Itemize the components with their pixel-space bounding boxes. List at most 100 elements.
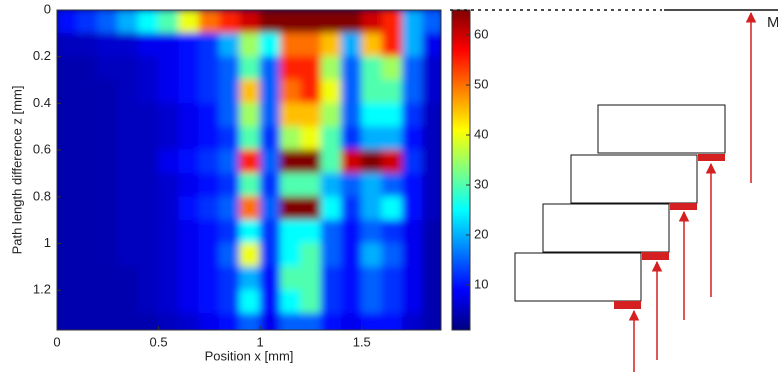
heatmap-cell — [138, 196, 159, 220]
x-tick-label: 0.5 — [150, 334, 168, 349]
colorbar-tick-label: 60 — [474, 26, 488, 41]
y-tick-label: 0.8 — [33, 188, 51, 203]
heatmap-cell — [57, 56, 78, 80]
heatmap-cell — [57, 243, 78, 267]
heatmap-cell — [280, 80, 301, 104]
heatmap-cell — [97, 126, 118, 150]
heatmap-cell — [158, 290, 179, 314]
heatmap-cell — [422, 196, 443, 220]
heatmap-cell — [199, 103, 220, 127]
heatmap-cell — [199, 243, 220, 267]
heatmap-cell — [321, 103, 342, 127]
colorbar-tick-label: 20 — [474, 226, 488, 241]
heatmap-cell — [158, 33, 179, 57]
heatmap-cell — [117, 173, 138, 197]
heatmap-cell — [382, 196, 403, 220]
heatmap-cell — [138, 10, 159, 34]
heatmap-cell — [300, 33, 321, 57]
colorbar-tick-label: 40 — [474, 126, 488, 141]
heatmap-cell — [178, 103, 199, 127]
heatmap-cell — [199, 10, 220, 34]
heatmap-cell — [219, 33, 240, 57]
heatmap-cell — [321, 126, 342, 150]
heatmap-cell — [280, 196, 301, 220]
heatmap-cell — [321, 243, 342, 267]
heatmap-cell — [219, 196, 240, 220]
heatmap-cell — [260, 266, 281, 290]
heatmap-cell — [199, 80, 220, 104]
heatmap-cell — [341, 290, 362, 314]
heatmap-cell — [341, 80, 362, 104]
heatmap-cell — [117, 126, 138, 150]
heatmap-cell — [219, 173, 240, 197]
heatmap-cell — [117, 150, 138, 174]
heatmap-cell — [158, 243, 179, 267]
step-block — [598, 105, 725, 153]
heatmap-cell — [321, 150, 342, 174]
heatmap-cell — [260, 33, 281, 57]
heatmap-cell — [117, 266, 138, 290]
heatmap-cell — [402, 126, 423, 150]
heatmap-cell — [117, 290, 138, 314]
heatmap-cell — [361, 173, 382, 197]
heatmap-cell — [239, 10, 260, 34]
heatmap-cell — [382, 290, 403, 314]
heatmap-cell — [77, 80, 98, 104]
heatmap-cell — [97, 313, 118, 337]
heatmap-cell — [402, 103, 423, 127]
heatmap-cell — [341, 173, 362, 197]
heatmap-cell — [300, 243, 321, 267]
heatmap-cell — [199, 290, 220, 314]
heatmap-cell — [138, 126, 159, 150]
heatmap-cell — [199, 220, 220, 244]
heatmap-cell — [260, 10, 281, 34]
heatmap-cell — [382, 10, 403, 34]
heatmap-cell — [321, 173, 342, 197]
heatmap-cell — [422, 80, 443, 104]
y-axis-label: Path length difference z [mm] — [9, 86, 24, 255]
heatmap-cell — [199, 33, 220, 57]
heatmap-cell — [361, 103, 382, 127]
heatmap-cell — [341, 126, 362, 150]
heatmap-cell — [77, 103, 98, 127]
heatmap-cell — [97, 56, 118, 80]
heatmap-cell — [402, 173, 423, 197]
heatmap-cell — [422, 290, 443, 314]
heatmap-cell — [321, 80, 342, 104]
heatmap-cell — [57, 126, 78, 150]
heatmap-cell — [341, 220, 362, 244]
heatmap-cell — [138, 150, 159, 174]
heatmap-cell — [321, 313, 342, 337]
heatmap-cell — [77, 33, 98, 57]
heatmap-cell — [260, 150, 281, 174]
heatmap-cell — [300, 290, 321, 314]
heatmap-cell — [361, 80, 382, 104]
heatmap-cell — [138, 33, 159, 57]
heatmap-cell — [158, 173, 179, 197]
heatmap-cell — [361, 10, 382, 34]
heatmap-cell — [402, 243, 423, 267]
heatmap-cell — [341, 10, 362, 34]
heatmap-cell — [239, 103, 260, 127]
heatmap-cell — [199, 196, 220, 220]
heatmap-cell — [260, 220, 281, 244]
heatmap-cell — [321, 33, 342, 57]
heatmap-cell — [219, 313, 240, 337]
heatmap-cell — [300, 220, 321, 244]
heatmap-cell — [158, 103, 179, 127]
heatmap — [57, 10, 444, 338]
heatmap-cell — [260, 126, 281, 150]
heatmap-cell — [341, 33, 362, 57]
heatmap-cell — [402, 290, 423, 314]
heatmap-cell — [300, 196, 321, 220]
heatmap-cell — [77, 56, 98, 80]
heatmap-cell — [178, 290, 199, 314]
heatmap-cell — [382, 220, 403, 244]
heatmap-cell — [199, 173, 220, 197]
heatmap-cell — [321, 196, 342, 220]
heatmap-cell — [138, 80, 159, 104]
y-tick-label: 0 — [44, 1, 51, 16]
heatmap-cell — [260, 173, 281, 197]
heatmap-cell — [57, 80, 78, 104]
heatmap-cell — [402, 196, 423, 220]
